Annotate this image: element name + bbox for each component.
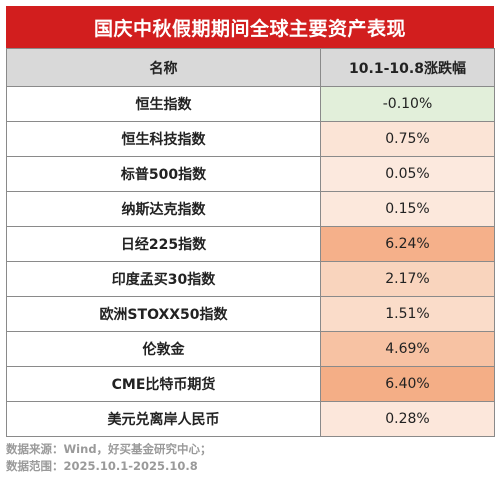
table-row: CME比特币期货 6.40% [6, 366, 495, 402]
asset-name-cell: 伦敦金 [6, 331, 321, 367]
asset-change-cell: -0.10% [320, 86, 495, 122]
table-header-row: 名称 10.1-10.8涨跌幅 [6, 48, 495, 87]
page-title: 国庆中秋假期期间全球主要资产表现 [6, 6, 494, 48]
asset-name-cell: 美元兑离岸人民币 [6, 401, 321, 437]
asset-change-cell: 6.24% [320, 226, 495, 262]
asset-change-cell: 0.75% [320, 121, 495, 157]
table-row: 恒生指数 -0.10% [6, 86, 495, 122]
asset-name-cell: 恒生科技指数 [6, 121, 321, 157]
asset-name-cell: 印度孟买30指数 [6, 261, 321, 297]
column-header-name: 名称 [6, 48, 321, 87]
asset-change-cell: 6.40% [320, 366, 495, 402]
table-row: 标普500指数 0.05% [6, 156, 495, 192]
asset-name-cell: 纳斯达克指数 [6, 191, 321, 227]
table-row: 美元兑离岸人民币 0.28% [6, 401, 495, 437]
asset-name-cell: 日经225指数 [6, 226, 321, 262]
asset-name-cell: 标普500指数 [6, 156, 321, 192]
table-row: 恒生科技指数 0.75% [6, 121, 495, 157]
footer-notes: 数据来源：Wind，好买基金研究中心； 数据范围：2025.10.1-2025.… [6, 441, 212, 475]
asset-name-cell: 欧洲STOXX50指数 [6, 296, 321, 332]
asset-change-cell: 1.51% [320, 296, 495, 332]
table-row: 伦敦金 4.69% [6, 331, 495, 367]
asset-change-cell: 0.05% [320, 156, 495, 192]
asset-name-cell: CME比特币期货 [6, 366, 321, 402]
column-header-change: 10.1-10.8涨跌幅 [320, 48, 495, 87]
table-row: 纳斯达克指数 0.15% [6, 191, 495, 227]
asset-name-cell: 恒生指数 [6, 86, 321, 122]
data-range-note: 数据范围：2025.10.1-2025.10.8 [6, 459, 198, 473]
asset-change-cell: 2.17% [320, 261, 495, 297]
table-row: 日经225指数 6.24% [6, 226, 495, 262]
data-source-note: 数据来源：Wind，好买基金研究中心； [6, 442, 212, 456]
asset-performance-table: 名称 10.1-10.8涨跌幅 恒生指数 -0.10% 恒生科技指数 0.75% 标普5… [6, 48, 495, 437]
table-row: 欧洲STOXX50指数 1.51% [6, 296, 495, 332]
asset-change-cell: 0.28% [320, 401, 495, 437]
table-row: 印度孟买30指数 2.17% [6, 261, 495, 297]
asset-change-cell: 0.15% [320, 191, 495, 227]
asset-change-cell: 4.69% [320, 331, 495, 367]
